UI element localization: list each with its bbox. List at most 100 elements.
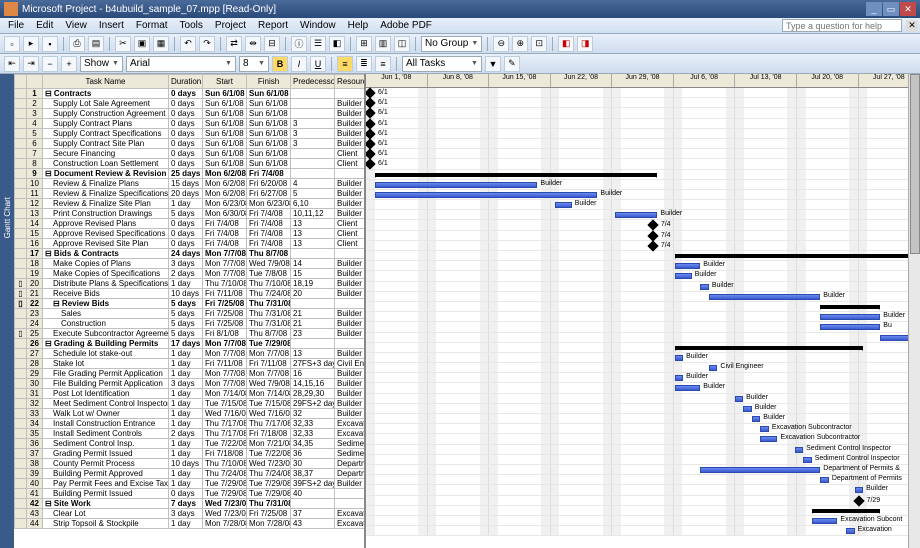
menu-tools[interactable]: Tools — [174, 20, 209, 31]
summary-bar[interactable] — [812, 509, 881, 513]
task-bar[interactable] — [855, 487, 864, 493]
task-bar[interactable] — [743, 406, 752, 412]
task-bar[interactable] — [760, 426, 769, 432]
milestone-marker[interactable] — [366, 148, 376, 159]
task-bar[interactable] — [735, 396, 744, 402]
gantt-row[interactable] — [366, 302, 920, 312]
milestone-marker[interactable] — [853, 495, 864, 506]
italic-button[interactable]: I — [291, 56, 307, 72]
gantt-row[interactable]: Department of Permits — [366, 475, 920, 485]
task-row[interactable]: 42⊟ Site Work7 daysWed 7/23/08Thu 7/31/0… — [15, 499, 367, 509]
outdent-icon[interactable]: ⇤ — [4, 56, 20, 72]
task-row[interactable]: 1⊟ Contracts0 daysSun 6/1/08Sun 6/1/08 — [15, 89, 367, 99]
task-row[interactable]: 36Sediment Control Insp.1 dayTue 7/22/08… — [15, 439, 367, 449]
task-row[interactable]: 6Supply Contract Site Plan0 daysSun 6/1/… — [15, 139, 367, 149]
info-icon[interactable]: ⓘ — [291, 36, 307, 52]
gantt-row[interactable]: Bu — [366, 333, 920, 343]
gantt-row[interactable]: Builder — [366, 312, 920, 322]
task-bar[interactable] — [675, 385, 701, 391]
menu-view[interactable]: View — [59, 20, 93, 31]
gantt-row[interactable]: Excavation — [366, 526, 920, 536]
gantt-row[interactable]: Builder — [366, 190, 920, 200]
chart-icon[interactable]: ▥ — [375, 36, 391, 52]
gantt-row[interactable]: Builder — [366, 292, 920, 302]
task-row[interactable]: 39Building Permit Approved1 dayThu 7/24/… — [15, 469, 367, 479]
gantt-row[interactable]: Sediment Control Inspector — [366, 455, 920, 465]
task-row[interactable]: 17⊟ Bids & Contracts24 daysMon 7/7/08Thu… — [15, 249, 367, 259]
gantt-row[interactable]: Builder — [366, 373, 920, 383]
assign-icon[interactable]: ◧ — [329, 36, 345, 52]
gantt-row[interactable]: 6/1 — [366, 129, 920, 139]
gantt-row[interactable] — [366, 343, 920, 353]
task-row[interactable]: 5Supply Contract Specifications0 daysSun… — [15, 129, 367, 139]
gantt-row[interactable]: 6/1 — [366, 108, 920, 118]
zoom-out-icon[interactable]: ⊖ — [493, 36, 509, 52]
align-right-button[interactable]: ≡ — [375, 56, 391, 72]
minimize-button[interactable]: _ — [866, 2, 882, 16]
task-bar[interactable] — [675, 263, 701, 269]
gantt-row[interactable]: Builder — [366, 282, 920, 292]
gantt-row[interactable]: Builder — [366, 353, 920, 363]
task-row[interactable]: 23Sales5 daysFri 7/25/08Thu 7/31/0821Bui… — [15, 309, 367, 319]
close-button[interactable]: ✕ — [900, 2, 916, 16]
task-bar[interactable] — [555, 202, 572, 208]
task-row[interactable]: ▯20Distribute Plans & Specifications1 da… — [15, 279, 367, 289]
align-left-button[interactable]: ≡ — [337, 56, 353, 72]
gantt-row[interactable]: Builder — [366, 485, 920, 495]
doc-close-button[interactable]: ✕ — [906, 20, 918, 32]
gantt-row[interactable]: 6/1 — [366, 139, 920, 149]
new-icon[interactable]: ▫ — [4, 36, 20, 52]
task-row[interactable]: ▯22⊟ Review Bids5 daysFri 7/25/08Thu 7/3… — [15, 299, 367, 309]
align-center-button[interactable]: ≣ — [356, 56, 372, 72]
gantt-row[interactable]: Builder — [366, 271, 920, 281]
preview-icon[interactable]: ▤ — [88, 36, 104, 52]
notes-icon[interactable]: ☰ — [310, 36, 326, 52]
task-row[interactable]: 28Stake lot1 dayFri 7/11/08Fri 7/11/0827… — [15, 359, 367, 369]
gantt-row[interactable]: 7/4 — [366, 231, 920, 241]
task-row[interactable]: 24Construction5 daysFri 7/25/08Thu 7/31/… — [15, 319, 367, 329]
task-row[interactable]: 38County Permit Process10 daysThu 7/10/0… — [15, 459, 367, 469]
link-icon[interactable]: ⇄ — [226, 36, 242, 52]
task-bar[interactable] — [820, 477, 829, 483]
task-row[interactable]: 8Construction Loan Settlement0 daysSun 6… — [15, 159, 367, 169]
gantt-row[interactable]: Builder — [366, 200, 920, 210]
task-row[interactable]: 7Secure Financing0 daysSun 6/1/08Sun 6/1… — [15, 149, 367, 159]
task-row[interactable]: 15Approve Revised Specifications0 daysFr… — [15, 229, 367, 239]
task-row[interactable]: 12Review & Finalize Site Plan1 dayMon 6/… — [15, 199, 367, 209]
task-row[interactable]: 2Supply Lot Sale Agreement0 daysSun 6/1/… — [15, 99, 367, 109]
summary-bar[interactable] — [375, 173, 658, 177]
task-bar[interactable] — [700, 284, 709, 290]
task-row[interactable]: 40Pay Permit Fees and Excise Taxes1 dayT… — [15, 479, 367, 489]
summary-bar[interactable] — [820, 305, 880, 309]
gantt-row[interactable]: Excavation Subcontractor — [366, 434, 920, 444]
task-row[interactable]: 11Review & Finalize Specifications20 day… — [15, 189, 367, 199]
bold-button[interactable]: B — [272, 56, 288, 72]
task-row[interactable]: 27Schedule lot stake-out1 dayMon 7/7/08M… — [15, 349, 367, 359]
gantt-row[interactable]: Department of Permits & — [366, 465, 920, 475]
underline-button[interactable]: U — [310, 56, 326, 72]
task-row[interactable]: 44Strip Topsoil & Stockpile1 dayMon 7/28… — [15, 519, 367, 529]
task-table[interactable]: Task NameDurationStartFinishPredecessors… — [14, 74, 366, 548]
gantt-row[interactable]: Builder — [366, 210, 920, 220]
menu-adobe-pdf[interactable]: Adobe PDF — [374, 20, 438, 31]
print-icon[interactable]: ⎙ — [69, 36, 85, 52]
col-header[interactable]: Finish — [247, 75, 291, 89]
unlink-icon[interactable]: ⇹ — [245, 36, 261, 52]
gantt-row[interactable]: Builder — [366, 394, 920, 404]
gantt-row[interactable]: Bu — [366, 322, 920, 332]
col-header[interactable]: Duration — [169, 75, 203, 89]
task-row[interactable]: 37Grading Permit Issued1 dayFri 7/18/08T… — [15, 449, 367, 459]
scrollbar-thumb[interactable] — [910, 74, 920, 254]
task-row[interactable]: 34Install Construction Entrance1 dayThu … — [15, 419, 367, 429]
milestone-marker[interactable] — [647, 240, 658, 251]
milestone-marker[interactable] — [366, 108, 376, 119]
milestone-marker[interactable] — [366, 98, 376, 109]
task-row[interactable]: ▯21Receive Bids10 daysFri 7/11/08Thu 7/2… — [15, 289, 367, 299]
task-bar[interactable] — [752, 416, 761, 422]
zoom-in-icon[interactable]: ⊕ — [512, 36, 528, 52]
col-header[interactable]: Task Name — [43, 75, 169, 89]
split-icon[interactable]: ⊟ — [264, 36, 280, 52]
task-row[interactable]: ▯25Execute Subcontractor Agreements5 day… — [15, 329, 367, 339]
task-row[interactable]: 33Walk Lot w/ Owner1 dayWed 7/16/08Wed 7… — [15, 409, 367, 419]
task-bar[interactable] — [760, 436, 777, 442]
